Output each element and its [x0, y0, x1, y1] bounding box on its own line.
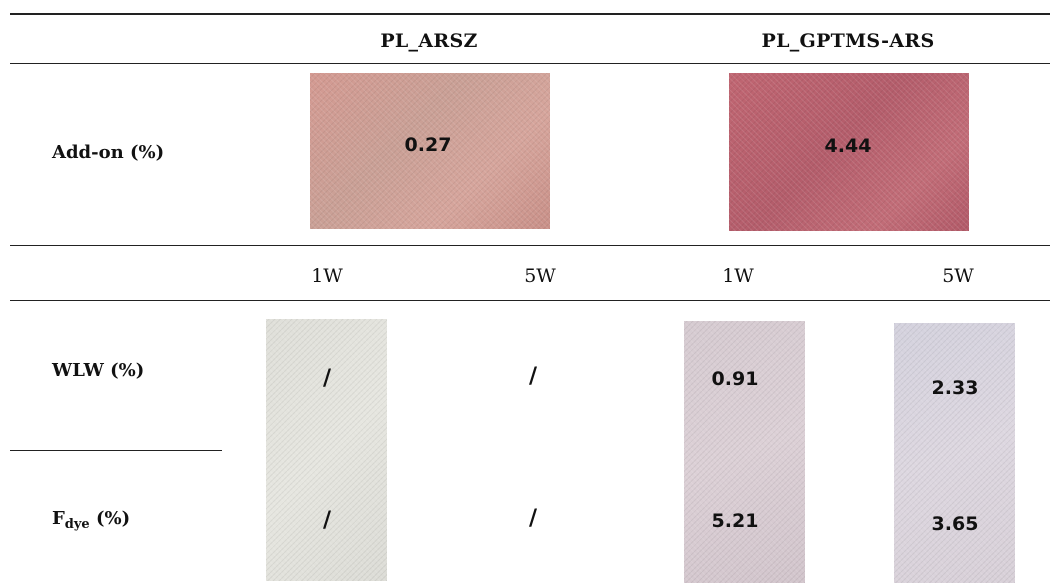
fdye-label-main: F: [52, 508, 65, 529]
column-header-pl-arsz: PL_ARSZ: [380, 30, 478, 52]
fabric-swatch-pl-gptms-ars-1w: [684, 321, 805, 583]
wlw-value-gptms-1w: 0.91: [711, 368, 759, 390]
wlw-bottom-rule: [10, 450, 222, 451]
row-label-fdye: Fdye (%): [52, 508, 130, 532]
addon-value-pl-arsz: 0.27: [404, 134, 452, 156]
week-label-gptms-1w: 1W: [722, 265, 754, 287]
week-label-gptms-5w: 5W: [942, 265, 974, 287]
fdye-value-arsz-5w: /: [528, 506, 538, 531]
table-top-rule: [10, 13, 1050, 15]
fdye-label-sub: dye: [64, 517, 90, 532]
row-label-wlw: WLW (%): [52, 360, 145, 381]
fabric-swatch-pl-gptms-ars-5w: [894, 323, 1015, 583]
week-label-arsz-1w: 1W: [311, 265, 343, 287]
wlw-value-gptms-5w: 2.33: [931, 377, 979, 399]
header-bottom-rule: [10, 63, 1050, 64]
fabric-swatch-pl-arsz-addon: [310, 73, 550, 229]
week-bottom-rule: [10, 300, 1050, 301]
row-label-addon: Add-on (%): [52, 142, 165, 163]
column-header-pl-gptms-ars: PL_GPTMS-ARS: [761, 30, 935, 52]
wlw-value-arsz-5w: /: [528, 364, 538, 389]
fdye-label-suffix: (%): [89, 508, 131, 529]
fabric-swatch-pl-arsz-1w: [266, 319, 387, 581]
wlw-value-arsz-1w: /: [322, 366, 332, 391]
addon-value-pl-gptms-ars: 4.44: [824, 135, 872, 157]
week-label-arsz-5w: 5W: [524, 265, 556, 287]
fdye-value-arsz-1w: /: [322, 508, 332, 533]
addon-bottom-rule: [10, 245, 1050, 246]
fabric-swatch-pl-gptms-ars-addon: [729, 73, 969, 231]
fdye-value-gptms-5w: 3.65: [931, 513, 979, 535]
fdye-value-gptms-1w: 5.21: [711, 510, 759, 532]
